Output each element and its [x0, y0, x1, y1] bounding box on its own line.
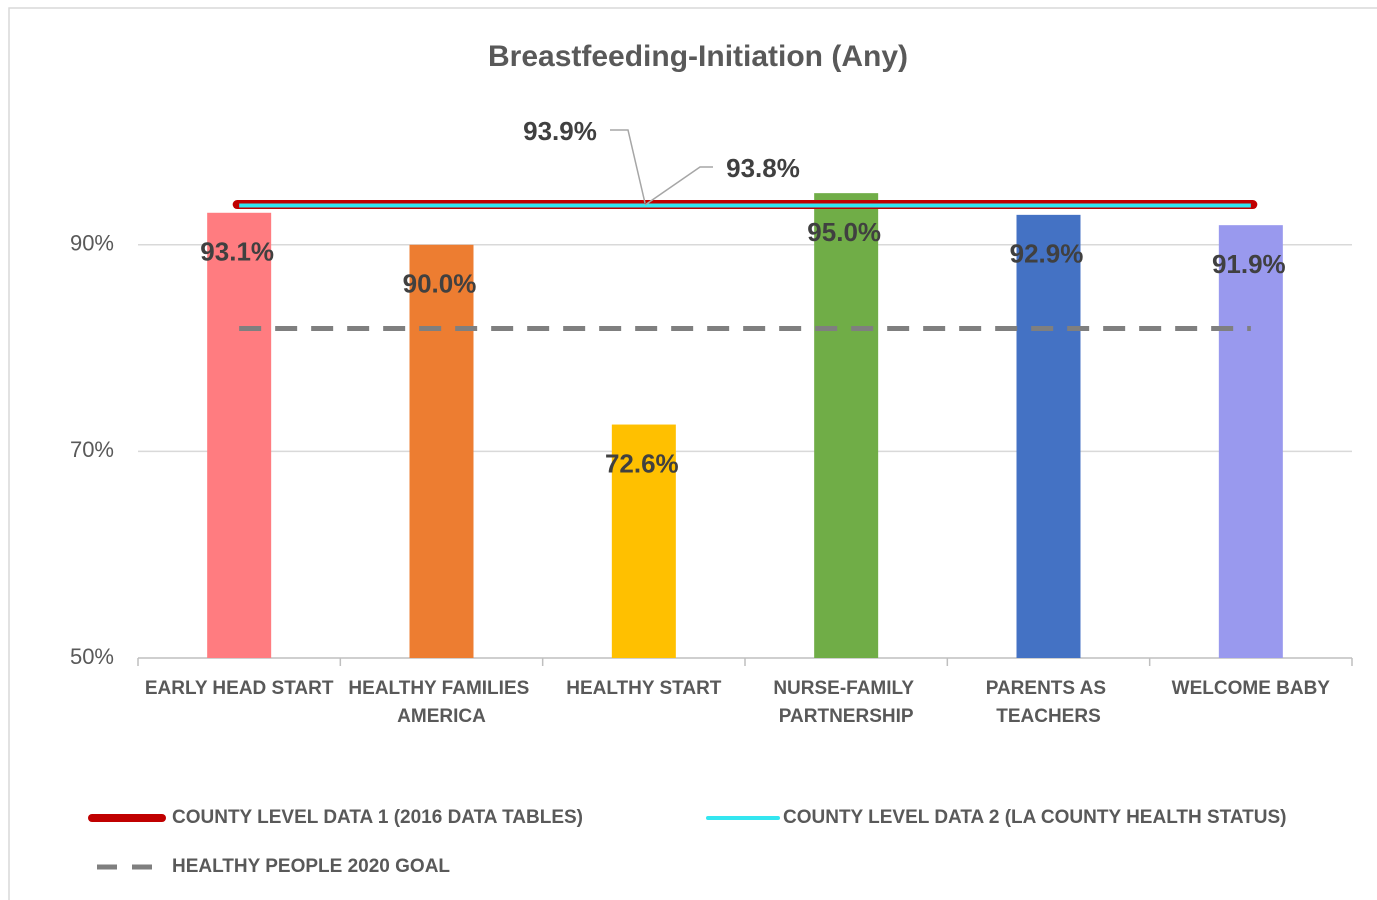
chart-border: [8, 7, 1377, 900]
legend-label: HEALTHY PEOPLE 2020 GOAL: [172, 856, 450, 877]
legend-label: COUNTY LEVEL DATA 1 (2016 DATA TABLES): [172, 807, 583, 828]
data-label: 95.0%: [807, 217, 881, 247]
leader-line: [644, 166, 713, 206]
data-label: 93.1%: [200, 237, 274, 267]
x-tick-label: EARLY HEAD START: [145, 678, 334, 699]
legend-label: COUNTY LEVEL DATA 2 (LA COUNTY HEALTH ST…: [783, 807, 1287, 828]
bar: [611, 424, 676, 658]
x-tick-label: NURSE-FAMILY PARTNERSHIP: [773, 678, 919, 727]
data-label: 92.9%: [1010, 239, 1084, 269]
y-tick-label: 90%: [70, 231, 114, 256]
leader-line: [610, 129, 646, 204]
data-label: 91.9%: [1212, 249, 1286, 279]
bar: [207, 212, 272, 659]
bar: [814, 193, 879, 658]
bar: [1218, 225, 1283, 658]
y-tick-label: 70%: [70, 437, 114, 462]
x-tick-label: PARENTS AS TEACHERS: [986, 678, 1112, 727]
x-tick-label: WELCOME BABY: [1172, 678, 1331, 699]
x-tick-label: HEALTHY FAMILIES AMERICA: [348, 678, 534, 727]
x-tick-label: HEALTHY START: [566, 678, 722, 699]
data-label: 72.6%: [605, 448, 679, 478]
y-tick-label: 50%: [70, 644, 114, 669]
bar: [409, 244, 474, 659]
annotation: 93.8%: [726, 153, 800, 183]
data-label: 90.0%: [403, 269, 477, 299]
bar: [1016, 214, 1081, 658]
annotation: 93.9%: [523, 116, 597, 146]
chart-title: Breastfeeding-Initiation (Any): [488, 40, 908, 73]
